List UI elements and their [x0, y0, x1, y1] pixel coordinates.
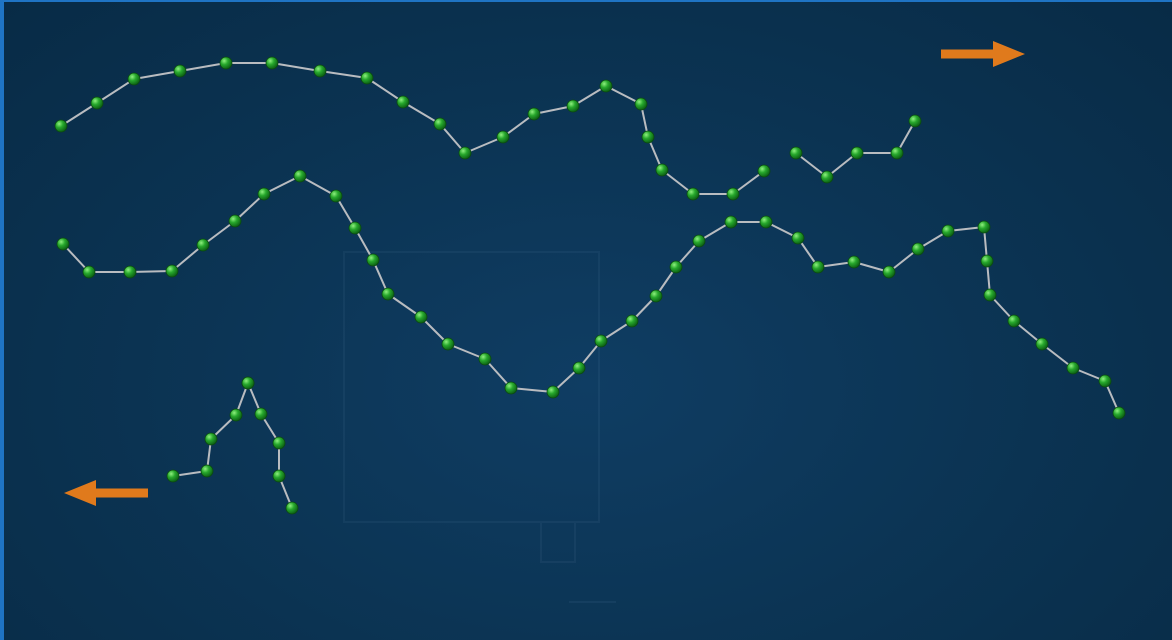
chain-long-middle-atom — [941, 224, 955, 238]
chain-long-middle-atom — [692, 234, 706, 248]
chain-long-middle-atom — [759, 215, 773, 229]
chain-long-middle-atom — [625, 314, 639, 328]
chain-long-middle-atom — [228, 214, 242, 228]
chain-top-atom — [127, 72, 141, 86]
chain-branch-left-atom — [229, 408, 243, 422]
chain-top-atom — [396, 95, 410, 109]
chain-top-atom — [641, 130, 655, 144]
bonds-layer — [60, 62, 1120, 509]
background-watermark — [343, 251, 616, 603]
chain-top-atom — [527, 107, 541, 121]
chain-branch-right-atom — [241, 376, 255, 390]
chain-top-atom — [757, 164, 771, 178]
chain-top-atom — [433, 117, 447, 131]
chain-long-middle-atom — [123, 265, 137, 279]
chain-branch-left-atom — [200, 464, 214, 478]
chain-top-atom — [54, 119, 68, 133]
chain-branch-left-atom — [204, 432, 218, 446]
chain-long-middle-atom — [165, 264, 179, 278]
chain-long-middle-atom — [980, 254, 994, 268]
chain-top-atom — [360, 71, 374, 85]
arrow-right-icon — [941, 41, 1025, 67]
chain-top-atom — [655, 163, 669, 177]
arrow-left-icon — [64, 480, 148, 506]
arrows-layer — [64, 41, 1025, 506]
chain-long-middle-atom — [649, 289, 663, 303]
chain-long-middle-atom — [381, 287, 395, 301]
chain-top-atom — [458, 146, 472, 160]
chain-branch-right-atom — [285, 501, 299, 515]
chain-long-middle-bonds — [62, 175, 1120, 414]
chain-long-middle-atom — [257, 187, 271, 201]
chain-long-middle-atom — [478, 352, 492, 366]
chain-branch-right-bonds — [247, 382, 293, 509]
atoms-layer — [54, 56, 1126, 515]
chain-top-atom — [599, 79, 613, 93]
chain-top-atom — [173, 64, 187, 78]
chain-long-middle-atom — [791, 231, 805, 245]
chain-long-middle-atom — [811, 260, 825, 274]
chain-long-middle-atom — [1007, 314, 1021, 328]
chain-long-middle-atom — [293, 169, 307, 183]
chain-long-middle-atom — [911, 242, 925, 256]
chain-long-middle-atom — [1035, 337, 1049, 351]
chain-short-right-atom — [850, 146, 864, 160]
chain-long-middle-atom — [572, 361, 586, 375]
chain-top-atom — [566, 99, 580, 113]
chain-long-middle-atom — [847, 255, 861, 269]
chain-short-right-atom — [908, 114, 922, 128]
chain-branch-left-atom — [166, 469, 180, 483]
chain-branch-left-bonds — [172, 382, 249, 477]
chain-short-right-atom — [890, 146, 904, 160]
chain-top-atom — [686, 187, 700, 201]
chain-long-middle-atom — [414, 310, 428, 324]
chain-long-middle-atom — [56, 237, 70, 251]
chain-long-middle-atom — [546, 385, 560, 399]
chain-long-middle-atom — [669, 260, 683, 274]
chain-branch-right-atom — [272, 469, 286, 483]
chain-long-middle-atom — [594, 334, 608, 348]
chain-long-middle-atom — [82, 265, 96, 279]
chain-branch-right-atom — [254, 407, 268, 421]
diagram-canvas — [54, 41, 1126, 603]
chain-long-middle-atom — [977, 220, 991, 234]
chain-top-atom — [726, 187, 740, 201]
chain-long-middle-atom — [196, 238, 210, 252]
chain-long-middle-atom — [348, 221, 362, 235]
chain-long-middle-atom — [1112, 406, 1126, 420]
chain-short-right-atom — [789, 146, 803, 160]
chain-top-atom — [496, 130, 510, 144]
chain-long-middle-atom — [724, 215, 738, 229]
chain-branch-right-atom — [272, 436, 286, 450]
chain-long-middle-atom — [983, 288, 997, 302]
chain-long-middle-atom — [441, 337, 455, 351]
chain-long-middle-atom — [504, 381, 518, 395]
chain-long-middle-atom — [1066, 361, 1080, 375]
chain-long-middle-atom — [1098, 374, 1112, 388]
chain-long-middle-atom — [366, 253, 380, 267]
chain-short-right-atom — [820, 170, 834, 184]
chain-long-middle-atom — [882, 265, 896, 279]
chain-top-atom — [265, 56, 279, 70]
chain-top-atom — [634, 97, 648, 111]
chain-top-atom — [313, 64, 327, 78]
chain-top-atom — [90, 96, 104, 110]
chain-top-atom — [219, 56, 233, 70]
chain-long-middle-atom — [329, 189, 343, 203]
